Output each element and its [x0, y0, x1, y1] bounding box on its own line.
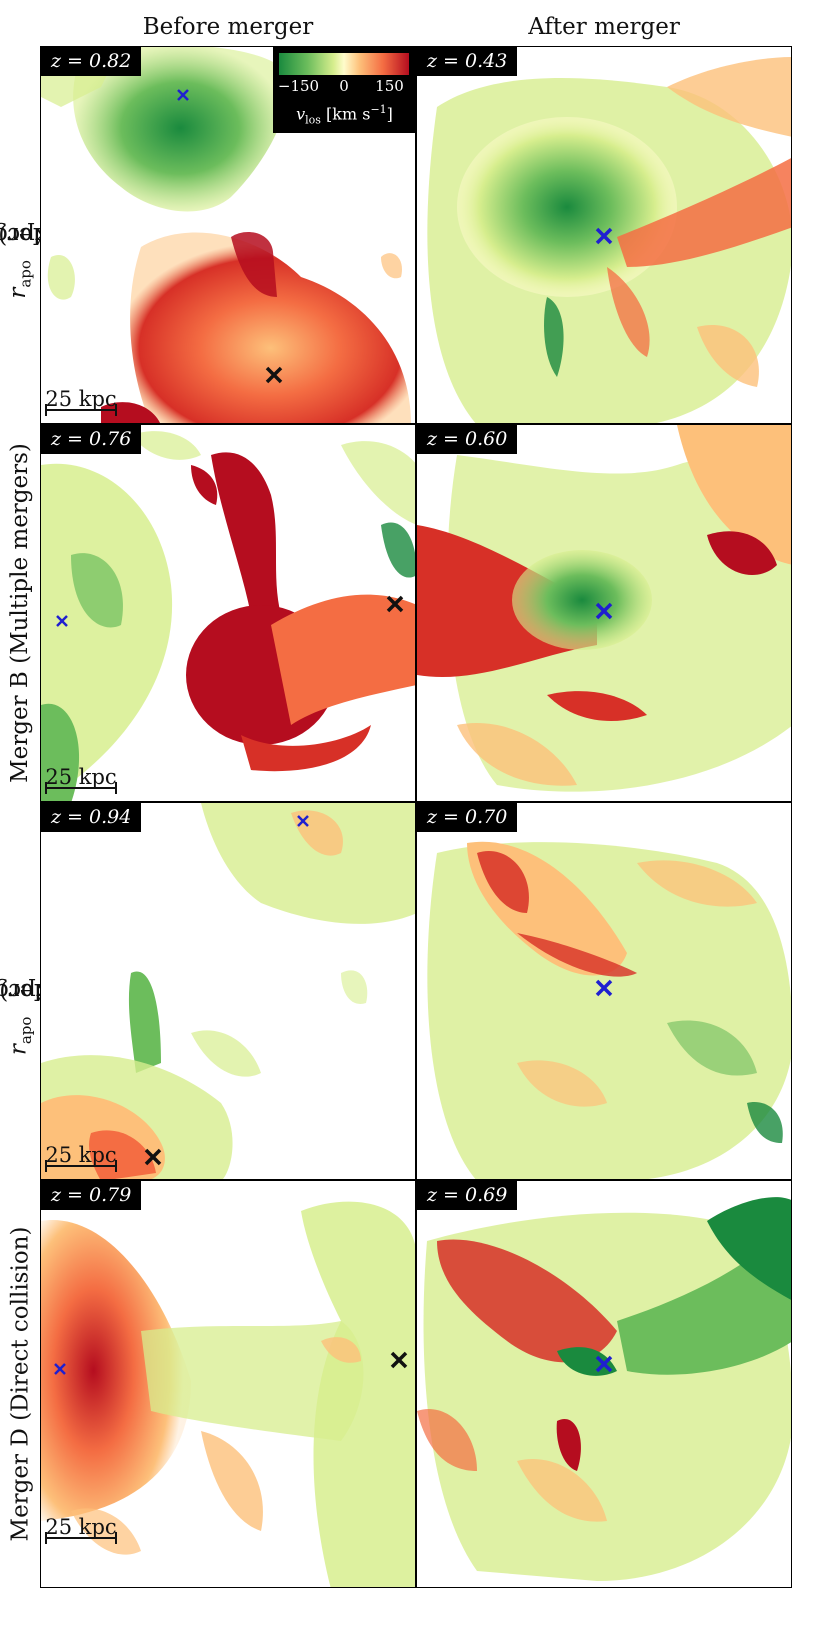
colorbar-label: vlos [km s−1]: [296, 103, 393, 127]
marker-black: [144, 1148, 162, 1166]
panel-a-before: z = 0.82 25 kpc −150 0 150 vlos [km s−1]: [40, 46, 416, 424]
panel-c-before: z = 0.94 25 kpc: [40, 802, 416, 1180]
scale-bar: 25 kpc: [45, 765, 117, 794]
panel-b-before: z = 0.76 25 kpc: [40, 424, 416, 802]
redshift-badge: z = 0.82: [41, 47, 142, 76]
marker-blue: [595, 602, 613, 620]
marker-black: [390, 1351, 408, 1369]
redshift-badge: z = 0.69: [417, 1181, 518, 1210]
velocity-map-c-before: [41, 803, 415, 1179]
colorbar-gradient: [279, 53, 409, 75]
row-label-merger-b: Merger B (Multiple mergers): [7, 443, 34, 783]
row-label-merger-a: Merger A (rapo = 91 kpc): [0, 222, 112, 299]
velocity-map-b-after: [417, 425, 791, 792]
column-title-before: Before merger: [142, 14, 314, 40]
panel-d-before: z = 0.79 25 kpc: [40, 1180, 416, 1588]
scale-bar: 25 kpc: [45, 1515, 117, 1544]
redshift-badge: z = 0.94: [41, 803, 142, 832]
marker-blue: [595, 979, 613, 997]
column-title-after: After merger: [528, 14, 680, 40]
redshift-badge: z = 0.79: [41, 1181, 142, 1210]
marker-blue: [297, 815, 309, 827]
velocity-map-d-after: [417, 1197, 791, 1581]
redshift-badge: z = 0.43: [417, 47, 518, 76]
scale-bar: 25 kpc: [45, 1143, 117, 1172]
colorbar-tick-high: 150: [375, 77, 404, 95]
panel-c-after: z = 0.70: [416, 802, 792, 1180]
colorbar-tick-low: −150: [277, 77, 320, 95]
panel-d-after: z = 0.69: [416, 1180, 792, 1588]
colorbar-tick-mid: 0: [339, 77, 349, 95]
velocity-map-b-before: [41, 431, 415, 801]
velocity-map-a-after: [427, 57, 791, 423]
velocity-map-d-before: [41, 1201, 415, 1587]
marker-blue: [56, 615, 68, 627]
velocity-map-a-before: [41, 47, 411, 423]
colorbar: −150 0 150 vlos [km s−1]: [273, 47, 415, 133]
redshift-badge: z = 0.76: [41, 425, 142, 454]
panel-b-after: z = 0.60: [416, 424, 792, 802]
marker-blue: [595, 227, 613, 245]
panel-a-after: z = 0.43: [416, 46, 792, 424]
marker-blue: [54, 1363, 66, 1375]
row-label-merger-d: Merger D (Direct collision): [7, 1226, 34, 1542]
marker-blue: [177, 89, 189, 101]
marker-black: [265, 366, 283, 384]
scale-bar: 25 kpc: [45, 387, 117, 416]
velocity-map-c-after: [427, 841, 791, 1179]
marker-black: [386, 595, 404, 613]
redshift-badge: z = 0.70: [417, 803, 518, 832]
marker-blue: [595, 1355, 613, 1373]
redshift-badge: z = 0.60: [417, 425, 518, 454]
row-label-merger-c: Merger C (rapo = 28 kpc): [0, 978, 112, 1056]
